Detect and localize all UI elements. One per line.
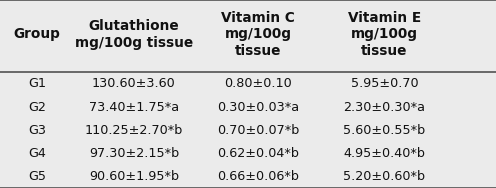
Text: G4: G4: [28, 147, 46, 160]
Text: 0.66±0.06*b: 0.66±0.06*b: [217, 170, 299, 183]
Text: 73.40±1.75*a: 73.40±1.75*a: [89, 101, 179, 114]
Text: G5: G5: [28, 170, 46, 183]
Text: Glutathione
mg/100g tissue: Glutathione mg/100g tissue: [75, 19, 193, 50]
Text: 2.30±0.30*a: 2.30±0.30*a: [343, 101, 426, 114]
Text: 110.25±2.70*b: 110.25±2.70*b: [85, 124, 183, 137]
Text: 5.60±0.55*b: 5.60±0.55*b: [343, 124, 426, 137]
Text: G3: G3: [28, 124, 46, 137]
Text: Group: Group: [14, 27, 61, 41]
Text: G1: G1: [28, 77, 46, 90]
Text: 90.60±1.95*b: 90.60±1.95*b: [89, 170, 179, 183]
Text: 0.80±0.10: 0.80±0.10: [224, 77, 292, 90]
Text: 5.20±0.60*b: 5.20±0.60*b: [343, 170, 426, 183]
Text: G2: G2: [28, 101, 46, 114]
Text: Vitamin E
mg/100g
tissue: Vitamin E mg/100g tissue: [348, 11, 421, 58]
Text: 0.30±0.03*a: 0.30±0.03*a: [217, 101, 299, 114]
Text: 130.60±3.60: 130.60±3.60: [92, 77, 176, 90]
Text: 4.95±0.40*b: 4.95±0.40*b: [343, 147, 426, 160]
Text: 5.95±0.70: 5.95±0.70: [351, 77, 418, 90]
Text: 0.70±0.07*b: 0.70±0.07*b: [217, 124, 299, 137]
Text: 0.62±0.04*b: 0.62±0.04*b: [217, 147, 299, 160]
Text: Vitamin C
mg/100g
tissue: Vitamin C mg/100g tissue: [221, 11, 295, 58]
Text: 97.30±2.15*b: 97.30±2.15*b: [89, 147, 179, 160]
